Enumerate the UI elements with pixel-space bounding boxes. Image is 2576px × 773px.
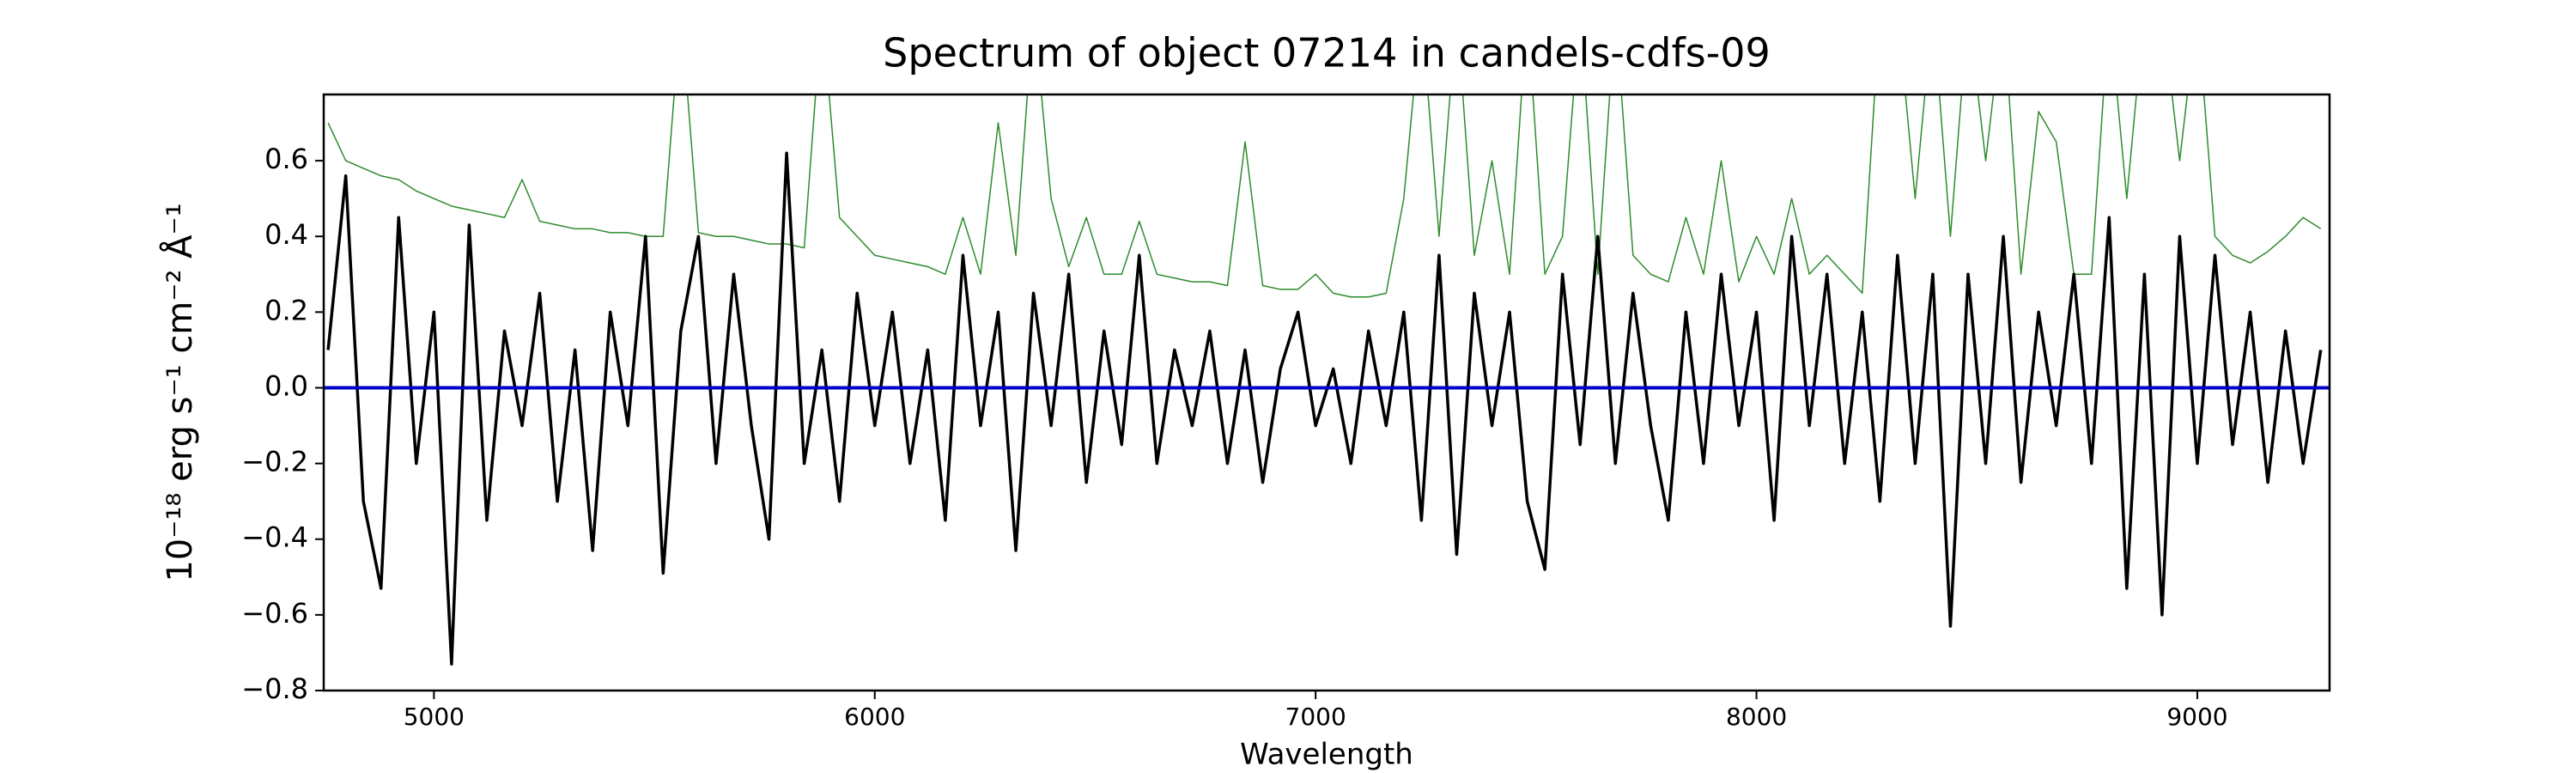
x-tick-label: 7000 — [1285, 703, 1346, 731]
y-tick-label: −0.4 — [241, 521, 308, 554]
y-tick-label: 0.2 — [264, 294, 308, 326]
x-tick-label: 8000 — [1726, 703, 1787, 731]
y-tick-label: −0.8 — [241, 673, 308, 705]
chart-title: Spectrum of object 07214 in candels-cdfs… — [883, 30, 1771, 76]
y-tick-label: −0.6 — [241, 597, 308, 630]
y-tick-label: 0.0 — [264, 369, 308, 402]
spectrum-line — [326, 151, 2323, 666]
x-tick-label: 5000 — [404, 703, 465, 731]
y-axis-label: 10⁻¹⁸ erg s⁻¹ cm⁻² Å⁻¹ — [159, 203, 200, 581]
x-tick-label: 9000 — [2166, 703, 2227, 731]
y-tick-label: 0.6 — [264, 143, 308, 175]
axes-frame — [322, 93, 2331, 692]
y-tick-label: −0.2 — [241, 446, 308, 478]
spectrum-line — [327, 94, 2322, 298]
y-tick-label: 0.4 — [264, 218, 308, 251]
plot-area — [324, 94, 2330, 666]
x-tick-label: 6000 — [844, 703, 905, 731]
x-axis-label: Wavelength — [1240, 738, 1413, 772]
